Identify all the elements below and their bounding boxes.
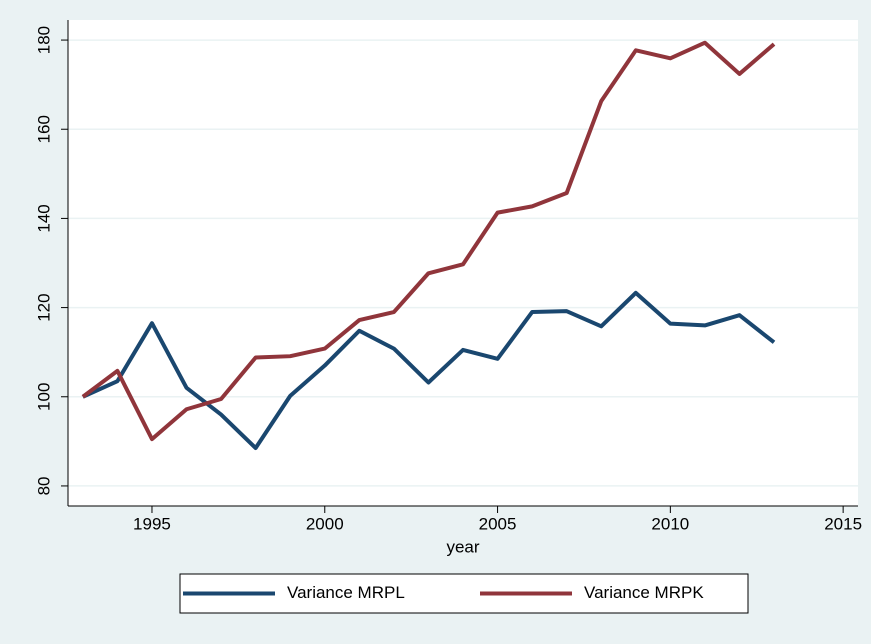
- legend-label: Variance MRPL: [287, 583, 405, 602]
- x-tick-label: 2015: [824, 514, 862, 533]
- y-tick-label: 80: [34, 476, 53, 495]
- y-tick-label: 180: [34, 26, 53, 54]
- y-tick-label: 140: [34, 204, 53, 232]
- y-tick-label: 160: [34, 115, 53, 143]
- x-tick-label: 2010: [651, 514, 689, 533]
- y-tick-label: 120: [34, 293, 53, 321]
- y-tick-label: 100: [34, 383, 53, 411]
- x-axis-title: year: [446, 537, 479, 556]
- series-line: [82, 290, 776, 451]
- series-line: [81, 40, 776, 442]
- legend-label: Variance MRPK: [584, 583, 704, 602]
- x-tick-label: 2005: [479, 514, 517, 533]
- x-tick-label: 2000: [306, 514, 344, 533]
- x-tick-label: 1995: [133, 514, 171, 533]
